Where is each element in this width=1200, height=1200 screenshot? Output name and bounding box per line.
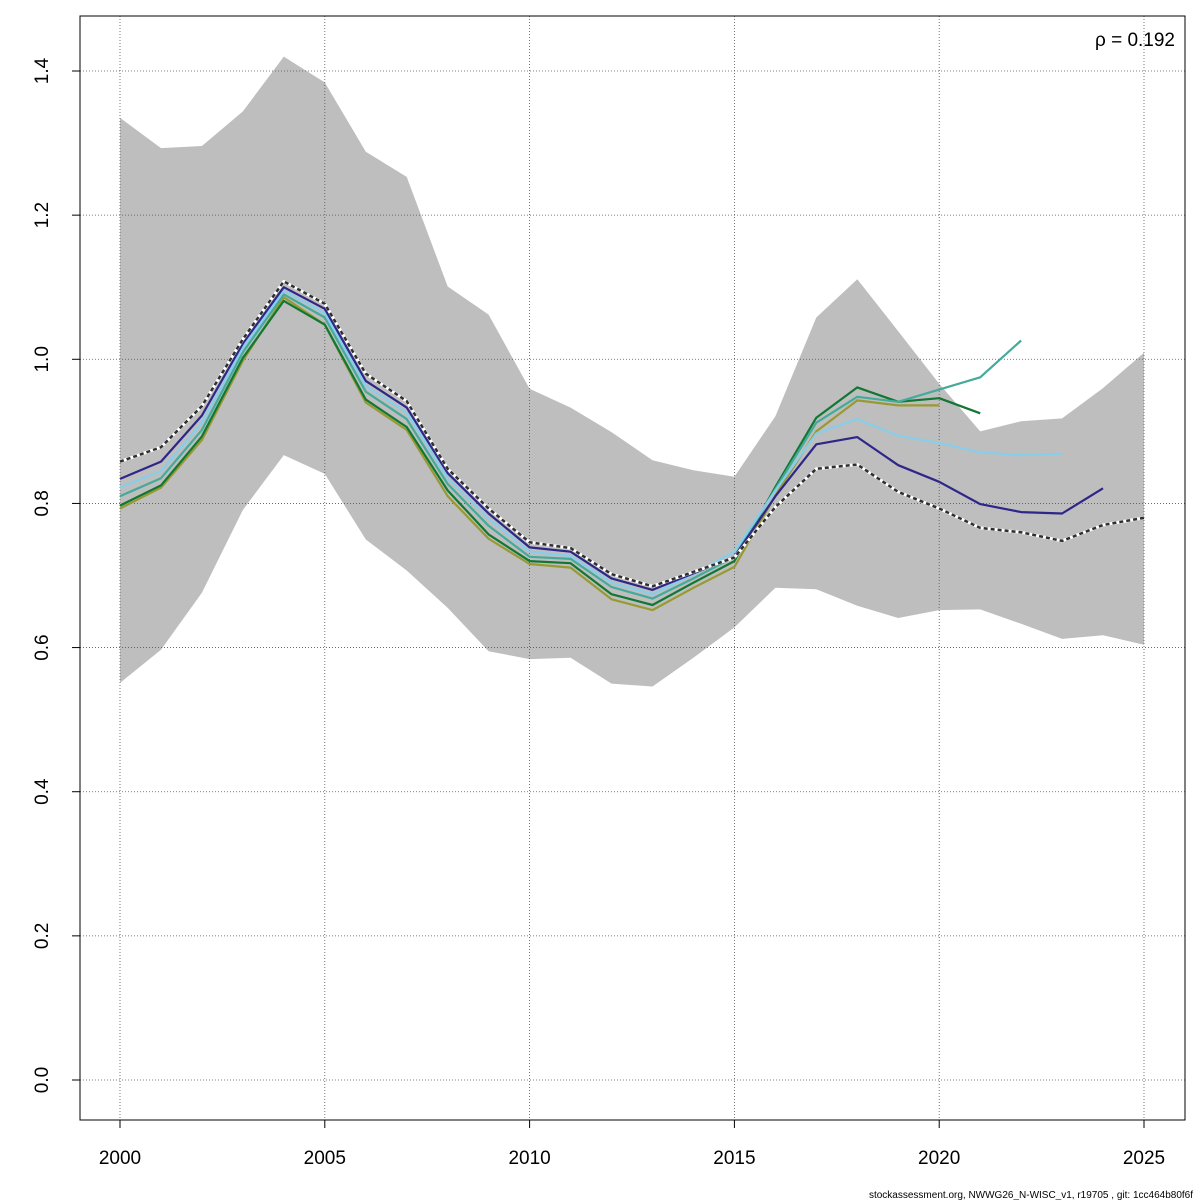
- series-line-peel: [119, 293, 1022, 600]
- plot-frame: [79, 15, 1186, 1121]
- x-tick-label: 2025: [1123, 1148, 1165, 1169]
- y-tick-label: 0.4: [32, 778, 53, 805]
- series-line-peel: [119, 299, 981, 607]
- y-tick-label: 0.0: [32, 1067, 53, 1093]
- y-tick-label: 0.6: [32, 634, 53, 660]
- rho-annotation: ρ = 0.192: [1095, 30, 1175, 51]
- x-tick-label: 2005: [304, 1148, 346, 1169]
- y-tick-label: 1.0: [32, 346, 53, 372]
- series-layer: [119, 279, 1145, 612]
- axes-layer: 2000 2005 2010 2015 2020 2025 0.0 0.2 0.4 0.6 0.8 1…: [32, 57, 1165, 1169]
- series-line-peel: [119, 286, 1104, 592]
- x-tick-label: 2015: [713, 1148, 755, 1169]
- x-tick-label: 2020: [918, 1148, 960, 1169]
- confidence-band-layer: [120, 56, 1144, 687]
- y-tick-label: 0.2: [32, 923, 53, 949]
- x-tick-label: 2010: [508, 1148, 550, 1169]
- series-line-base: [119, 280, 1145, 588]
- x-tick-label: 2000: [99, 1148, 141, 1169]
- series-line-peel: [119, 289, 1063, 596]
- y-tick-label: 1.4: [32, 57, 53, 84]
- y-tick-label: 1.2: [32, 202, 53, 228]
- y-tick-label: 0.8: [32, 490, 53, 516]
- footnote: stockassessment.org, NWWG26_N-WISC_v1, r…: [869, 1190, 1193, 1200]
- confidence-band: [120, 56, 1144, 687]
- grid-layer: [80, 16, 1185, 1120]
